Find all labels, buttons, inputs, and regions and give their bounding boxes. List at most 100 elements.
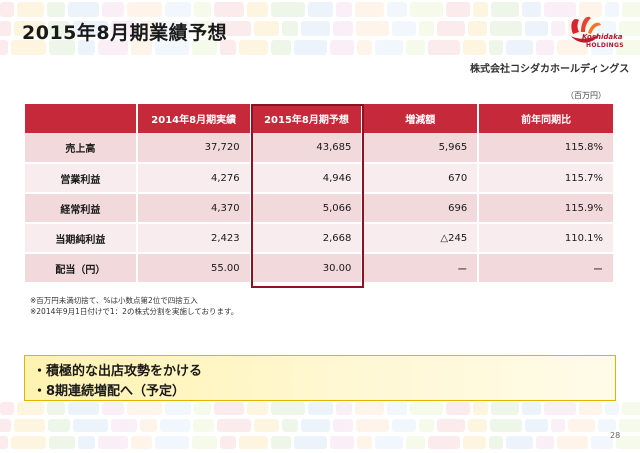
decorative-tile xyxy=(355,2,384,17)
decorative-tile xyxy=(557,436,588,449)
koshidaka-logo-icon xyxy=(571,16,601,43)
decorative-tile xyxy=(239,436,268,449)
decorative-tile xyxy=(468,419,487,432)
row-label: 営業利益 xyxy=(25,163,138,194)
decorative-tile xyxy=(491,402,519,415)
footnote: ※百万円未満切捨て、%は小数点第2位で四捨五入 xyxy=(30,296,198,305)
decorative-tile xyxy=(140,419,157,432)
decorative-tile xyxy=(78,40,95,55)
decorative-tile xyxy=(579,2,602,17)
decorative-tile xyxy=(392,21,416,36)
decorative-tile xyxy=(591,436,613,449)
decorative-tile xyxy=(490,419,522,432)
decorative-tile xyxy=(356,419,389,432)
decorative-tile xyxy=(49,40,75,55)
decorative-tile xyxy=(330,40,354,55)
decorative-tile xyxy=(193,21,214,36)
decorative-tile xyxy=(0,419,11,432)
decorative-tile xyxy=(463,40,486,55)
cell-yoy: ー xyxy=(478,253,615,284)
decorative-tile xyxy=(111,419,137,432)
decorative-tile xyxy=(336,2,352,17)
decorative-tile xyxy=(73,21,108,36)
cell-actual: 55.00 xyxy=(136,253,252,284)
decorative-tile xyxy=(98,436,128,449)
decorative-tile xyxy=(48,419,70,432)
decorative-tile xyxy=(0,40,8,55)
decorative-tile xyxy=(102,402,124,415)
decorative-tile xyxy=(247,402,268,415)
decorative-tile xyxy=(406,436,425,449)
decorative-tile xyxy=(160,419,190,432)
decorative-tile xyxy=(294,436,327,449)
cell-change: 696 xyxy=(362,193,480,224)
decorative-tile xyxy=(220,436,236,449)
decorative-tile xyxy=(68,2,99,17)
decorative-tile xyxy=(336,402,352,415)
decorative-tile xyxy=(375,436,403,449)
decorative-tile xyxy=(308,2,333,17)
decorative-tile xyxy=(140,21,157,36)
decorative-tile xyxy=(463,436,486,449)
decorative-tile xyxy=(68,402,99,415)
decorative-tile xyxy=(294,40,327,55)
decorative-tile xyxy=(194,2,211,17)
decorative-tile xyxy=(446,402,470,415)
cell-yoy: 115.9% xyxy=(478,193,615,224)
decorative-tile xyxy=(193,419,214,432)
decorative-tile xyxy=(308,402,333,415)
page-title: 2015年8月期業績予想 xyxy=(22,22,228,44)
decorative-tile xyxy=(47,2,65,17)
decorative-tile xyxy=(491,2,519,17)
decorative-tile xyxy=(375,40,403,55)
cell-forecast: 30.00 xyxy=(250,253,364,284)
decorative-tile xyxy=(282,21,298,36)
decorative-tile xyxy=(333,419,353,432)
page-number: 28 xyxy=(610,431,621,440)
decorative-tile xyxy=(622,402,640,415)
decorative-tile xyxy=(489,436,503,449)
cell-yoy: 115.8% xyxy=(478,133,615,164)
banner-point: ・8期連続増配へ（予定） xyxy=(33,384,186,399)
decorative-tile xyxy=(437,419,465,432)
decorative-tile xyxy=(214,402,244,415)
decorative-tile xyxy=(536,40,554,55)
decorative-tile xyxy=(0,436,8,449)
decorative-tile xyxy=(48,21,70,36)
decorative-tile xyxy=(282,419,298,432)
decorative-tile xyxy=(17,2,44,17)
decorative-tile xyxy=(217,419,251,432)
decorative-tile xyxy=(301,21,330,36)
highlight-banner: ・積極的な出店攻勢をかける ・8期連続増配へ（予定） xyxy=(24,355,616,401)
decorative-tile xyxy=(192,40,217,55)
decorative-tile xyxy=(544,2,576,17)
decorative-tile xyxy=(14,21,45,36)
cell-yoy: 110.1% xyxy=(478,223,615,254)
table-row: 当期純利益 2,423 2,668 △245 110.1% xyxy=(25,223,615,254)
cell-change: 670 xyxy=(362,163,480,194)
decorative-tile xyxy=(355,402,384,415)
logo-holdings-text: HOLDINGS xyxy=(586,42,624,49)
table-row: 売上高 37,720 43,685 5,965 115.8% xyxy=(25,133,615,164)
cell-actual: 4,276 xyxy=(136,163,252,194)
decorative-tile xyxy=(522,402,541,415)
decorative-tile xyxy=(160,21,190,36)
decorative-tile xyxy=(271,402,305,415)
decorative-tile xyxy=(446,2,470,17)
decorative-tile xyxy=(111,21,137,36)
decorative-tile xyxy=(214,2,244,17)
decorative-tile xyxy=(410,2,443,17)
decorative-tile xyxy=(102,2,124,17)
decorative-tile xyxy=(165,2,191,17)
row-label: 当期純利益 xyxy=(25,223,138,254)
decorative-tile xyxy=(127,2,162,17)
decorative-tile xyxy=(473,402,488,415)
decorative-tile xyxy=(591,40,613,55)
row-label: 配当（円） xyxy=(25,253,138,284)
cell-forecast: 4,946 xyxy=(250,163,364,194)
decorative-mosaic-top xyxy=(0,0,640,58)
decorative-tile xyxy=(271,40,291,55)
header-actual: 2014年8月期実績 xyxy=(136,104,252,133)
unit-label: （百万円） xyxy=(566,91,606,100)
decorative-tile xyxy=(330,436,354,449)
